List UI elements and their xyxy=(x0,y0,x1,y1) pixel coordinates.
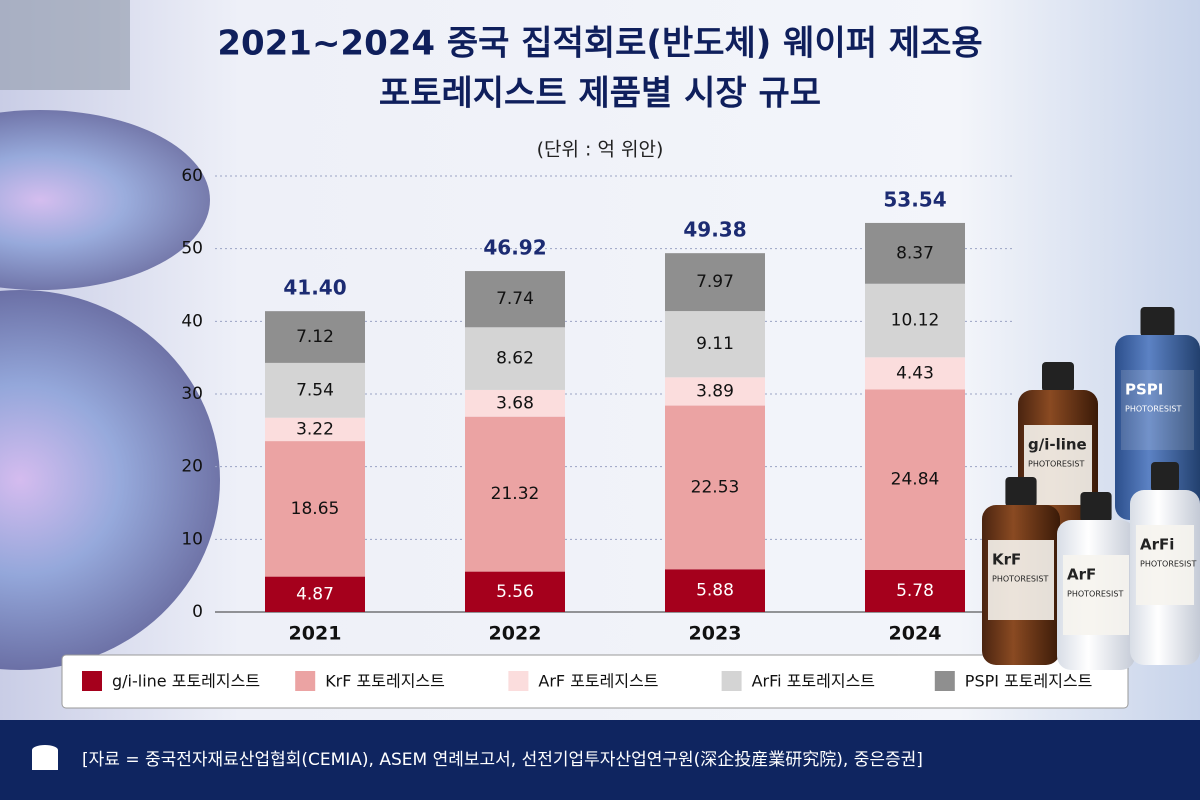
bar-segment xyxy=(865,569,965,612)
data-label: 3.22 xyxy=(296,419,334,439)
data-label: 8.37 xyxy=(896,243,934,263)
bar-segment xyxy=(665,569,765,612)
bar-segment xyxy=(265,311,365,363)
data-label: 7.97 xyxy=(696,272,734,292)
legend-swatch xyxy=(295,671,316,691)
data-label: 21.32 xyxy=(491,484,540,504)
x-tick-label: 2021 xyxy=(289,623,342,645)
data-label: 5.88 xyxy=(696,581,734,601)
legend-swatch xyxy=(934,671,955,691)
bar-segment xyxy=(865,389,965,570)
bottle-label: PSPI xyxy=(1125,381,1163,399)
y-tick-label: 20 xyxy=(181,457,203,477)
bar-segment xyxy=(265,417,365,442)
wafer-decoration xyxy=(0,290,220,670)
bottle-caption: PHOTORESIST xyxy=(1028,460,1084,469)
bar-segment xyxy=(865,357,965,390)
bar-segment xyxy=(465,271,565,328)
data-label: 9.11 xyxy=(696,334,734,354)
bottle-cap xyxy=(1140,307,1175,337)
bottle-label: KrF xyxy=(992,551,1021,569)
bottle-cap xyxy=(1005,477,1037,507)
bottle-label: ArFi xyxy=(1140,536,1174,554)
source-note: [자료 = 중국전자재료산업협회(CEMIA), ASEM 연례보고서, 선전기… xyxy=(82,750,923,770)
legend-swatch xyxy=(721,671,742,691)
data-label: 18.65 xyxy=(291,499,340,519)
bottle-cap xyxy=(1080,492,1112,522)
legend-label: KrF 포토레지스트 xyxy=(325,672,445,691)
legend-label: ArFi 포토레지스트 xyxy=(752,672,875,691)
bar-segment xyxy=(665,311,765,378)
legend-swatch xyxy=(508,671,529,691)
bottle-label-area xyxy=(988,540,1054,620)
data-label: 3.89 xyxy=(696,381,734,401)
bottle-caption: PHOTORESIST xyxy=(1125,405,1181,414)
data-label: 5.56 xyxy=(496,582,534,602)
data-label: 7.54 xyxy=(296,380,334,400)
total-label: 46.92 xyxy=(483,236,546,260)
bottle-label-area xyxy=(1063,555,1129,635)
legend-label: PSPI 포토레지스트 xyxy=(965,672,1093,691)
total-label: 41.40 xyxy=(283,276,346,300)
data-label: 24.84 xyxy=(891,470,940,490)
y-tick-label: 10 xyxy=(181,529,203,549)
footer-band xyxy=(0,720,1200,800)
data-label: 7.74 xyxy=(496,289,534,309)
x-tick-label: 2024 xyxy=(889,623,942,645)
bar-segment xyxy=(465,416,565,572)
data-label: 7.12 xyxy=(296,327,334,347)
total-label: 49.38 xyxy=(683,218,746,242)
bar-segment xyxy=(465,571,565,612)
data-label: 5.78 xyxy=(896,581,934,601)
bar-segment xyxy=(465,389,565,417)
x-tick-label: 2022 xyxy=(489,623,542,645)
data-label: 4.43 xyxy=(896,363,934,383)
bottle-caption: PHOTORESIST xyxy=(992,575,1048,584)
data-label: 3.68 xyxy=(496,393,534,413)
bottle-label-area xyxy=(1121,370,1194,450)
legend-swatch xyxy=(82,671,102,691)
bottle-caption: PHOTORESIST xyxy=(1067,590,1123,599)
legend-box xyxy=(61,654,1129,709)
y-tick-label: 50 xyxy=(181,239,203,259)
bar-segment xyxy=(265,441,365,577)
bottle-label: g/i-line xyxy=(1028,436,1087,454)
bar-segment xyxy=(465,327,565,390)
chart-subtitle: (단위 : 억 위안) xyxy=(537,139,664,161)
data-label: 8.62 xyxy=(496,349,534,369)
database-icon xyxy=(32,750,58,770)
legend-label: g/i-line 포토레지스트 xyxy=(112,672,260,691)
x-tick-label: 2023 xyxy=(689,623,742,645)
data-label: 22.53 xyxy=(691,477,740,497)
y-tick-label: 30 xyxy=(181,384,203,404)
bar-segment xyxy=(265,576,365,612)
y-tick-label: 0 xyxy=(192,602,203,622)
bar-segment xyxy=(865,222,965,284)
bar-segment xyxy=(865,283,965,358)
y-tick-label: 40 xyxy=(181,311,203,331)
bottle-caption: PHOTORESIST xyxy=(1140,560,1196,569)
bottle-cap xyxy=(1042,362,1074,392)
microscope-decoration xyxy=(0,0,130,90)
y-tick-label: 60 xyxy=(181,166,203,186)
legend-label: ArF 포토레지스트 xyxy=(538,672,658,691)
total-label: 53.54 xyxy=(883,187,946,211)
bar-segment xyxy=(665,253,765,312)
chart-title: 2021~2024 중국 집적회로(반도체) 웨이퍼 제조용 xyxy=(217,24,982,64)
bottle-cap xyxy=(1151,462,1179,492)
bar-segment xyxy=(665,377,765,406)
bar-segment xyxy=(265,362,365,418)
data-label: 4.87 xyxy=(296,584,334,604)
data-label: 10.12 xyxy=(891,311,940,331)
bar-segment xyxy=(665,405,765,570)
wafer-decoration xyxy=(0,110,210,290)
bottle-label-area xyxy=(1136,525,1194,605)
bottle-label: ArF xyxy=(1067,566,1096,584)
chart-title: 포토레지스트 제품별 시장 규모 xyxy=(379,74,821,114)
